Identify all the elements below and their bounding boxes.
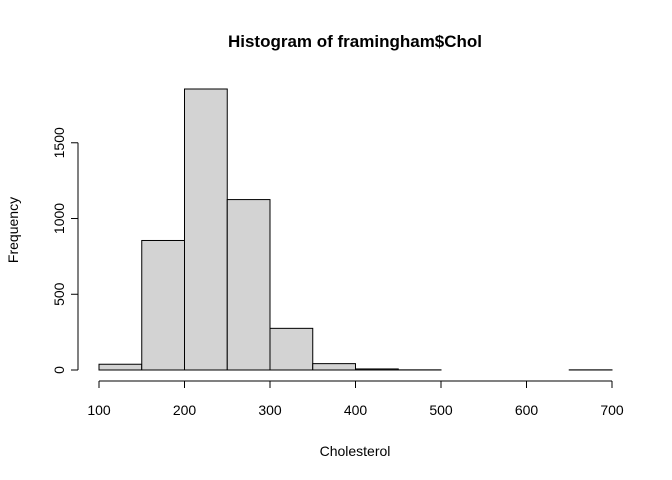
histogram-bar	[355, 368, 399, 371]
histogram-bar	[141, 239, 185, 371]
x-tick-label: 700	[600, 402, 624, 418]
x-tick-label: 500	[429, 402, 453, 418]
x-tick-label: 400	[344, 402, 368, 418]
bars-group	[98, 88, 613, 371]
x-tick-label: 200	[173, 402, 197, 418]
y-tick-label: 0	[51, 366, 67, 374]
chart-title: Histogram of framingham$Chol	[228, 32, 482, 51]
x-tick-label: 100	[87, 402, 111, 418]
histogram-bar	[98, 363, 143, 371]
y-tick-label: 1000	[51, 203, 67, 234]
y-axis: 0 500 1000 1500	[51, 127, 79, 374]
x-axis-label: Cholesterol	[320, 443, 391, 459]
histogram-bar	[312, 363, 356, 371]
y-axis-label: Frequency	[5, 197, 21, 263]
x-axis: 100 200 300 400 500 600 700	[87, 380, 624, 418]
x-tick-label: 600	[515, 402, 539, 418]
histogram-bar	[269, 327, 314, 371]
y-tick-label: 1500	[51, 127, 67, 158]
histogram-bar	[184, 88, 228, 371]
x-tick-label: 300	[258, 402, 282, 418]
y-tick-label: 500	[51, 282, 67, 306]
histogram-bar	[226, 199, 271, 371]
